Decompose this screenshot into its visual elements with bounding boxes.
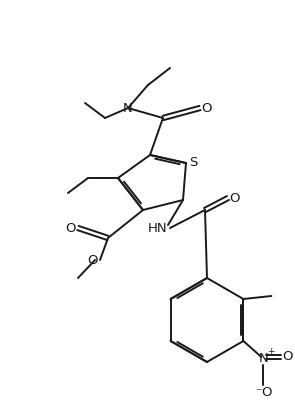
Text: ⁻O: ⁻O bbox=[255, 385, 272, 398]
Text: HN: HN bbox=[148, 221, 168, 234]
Text: O: O bbox=[201, 101, 211, 114]
Text: N: N bbox=[123, 101, 133, 114]
Text: O: O bbox=[229, 191, 239, 204]
Text: +: + bbox=[267, 347, 274, 356]
Text: O: O bbox=[88, 253, 98, 267]
Text: S: S bbox=[189, 156, 197, 170]
Text: N: N bbox=[258, 351, 268, 364]
Text: O: O bbox=[66, 221, 76, 234]
Text: O: O bbox=[282, 351, 293, 364]
